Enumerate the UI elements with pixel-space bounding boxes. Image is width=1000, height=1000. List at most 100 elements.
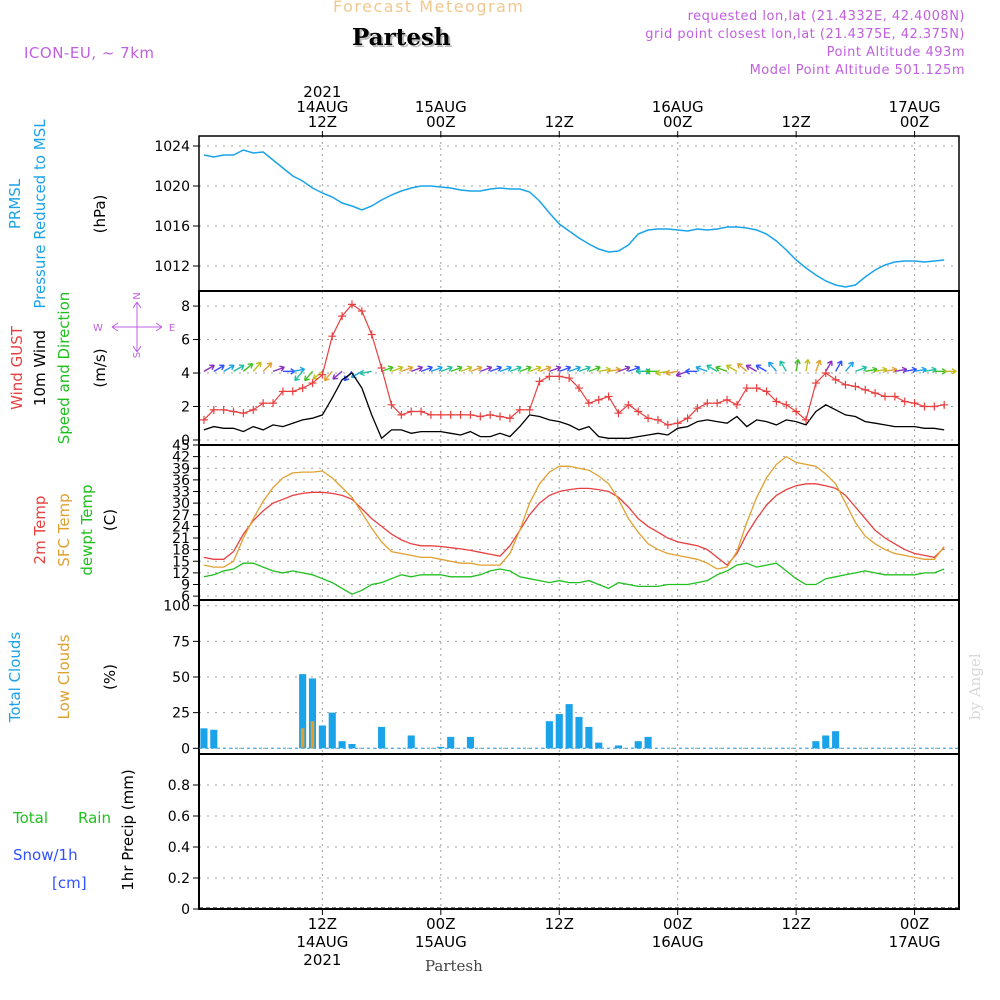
wind-arrow-head [725,365,730,371]
precip-total-label: Total [12,809,48,827]
clouds-unit-label: (%) [101,664,119,690]
total-clouds-bar [545,721,553,749]
wind-direction-arrow [815,359,822,372]
wind-arrow-head [685,368,691,372]
y-tick-label: 42 [172,450,190,466]
wind-gust-marker [772,397,781,406]
wind-gust-marker [357,307,366,316]
wind-direction-arrow [588,365,601,373]
y-tick-label: 0.6 [168,809,190,825]
wind-arrow-head [575,365,581,368]
grid-point-coords: grid point closest lon,lat (21.4375E, 42… [645,27,965,42]
wind-arrow-shaft [655,370,668,375]
wind-arrow-head [497,366,502,372]
wind-speed-line [203,372,945,440]
y-tick-label: 0.4 [168,840,190,856]
compass-rose-icon [111,301,163,353]
time-label-bottom: 15AUG [415,933,467,951]
compass-north-label: N [132,292,143,299]
wind-arrow-head [359,369,365,374]
wind-arrow-shaft [884,368,897,373]
wind-arrow-head [768,361,774,365]
wind-arrow-shaft [805,359,809,372]
wind-gust-marker [644,414,653,423]
wind-direction-arrow [519,365,532,373]
wind-arrow-head [576,366,581,372]
wind-gust-marker [663,420,672,429]
wind-arrow-head [545,365,551,368]
wind-arrow-head [624,365,630,368]
wind-direction-arrow [539,365,552,373]
wind-arrow-shaft [213,364,225,372]
wind-gust-marker [515,405,524,414]
time-label-bottom: 2021 [303,951,341,969]
wind-direction-arrow [529,365,542,373]
wind-gust-marker [535,377,544,386]
wind-direction-arrow [755,364,767,372]
wind-arrow-shaft [598,368,611,373]
wind-arrow-head [882,366,888,370]
wind-gust-marker [861,385,870,394]
wind-gust-marker [387,400,396,409]
wind-arrow-head [872,366,878,370]
precip-snow-unit-label: [cm] [52,874,87,892]
y-tick-label: 45 [172,438,190,454]
wind-arrow-shaft [665,370,678,375]
wind-arrow-shaft [223,364,235,372]
wind-arrow-shaft [381,366,394,373]
wind-direction-arrow [323,370,333,382]
wind-arrow-head [605,366,611,370]
wind-direction-arrow [440,365,453,373]
precip-snow-label: Snow/1h [13,846,78,864]
y-tick-label: 39 [172,461,190,477]
wind-arrow-shaft [529,366,542,373]
wind-arrow-head [211,365,215,371]
wind-gust-marker [742,384,751,393]
time-label-bottom: 14AUG [296,933,348,951]
wind-arrow-head [745,365,750,371]
wind-arrow-head [665,372,671,376]
time-label-bottom: 12Z [545,915,574,933]
total-clouds-bar [822,735,830,749]
wind-gust-marker [811,379,820,388]
wind-arrow-head [676,374,682,378]
wind-gust-marker [732,400,741,409]
wind-gust-marker [308,379,317,388]
time-label-bottom: 12Z [308,915,337,933]
wind-arrow-head [901,366,907,370]
time-label-top: 00Z [663,113,692,131]
time-label-bottom: 00Z [426,915,455,933]
wind-arrow-head [476,365,482,368]
wind-gust-marker [713,399,722,408]
wind-gust-line [203,303,945,426]
wind-direction-arrow [213,364,225,372]
wind-arrow-head [409,366,414,372]
wind-arrow-head [359,372,365,376]
wind-arrow-shaft [292,368,305,373]
wind-arrow-shaft [578,366,591,373]
wind-direction-arrow [381,365,394,373]
wind-arrow-shaft [924,368,937,373]
wind-arrow-shaft [499,366,512,373]
wind-arrow-shaft [242,363,254,372]
wind-direction-arrow [804,359,811,372]
total-clouds-bar [565,704,573,749]
wind-arrow-head [247,362,253,365]
wind-arrow-head [517,366,522,372]
wind-direction-arrow [695,365,708,373]
wind-arrow-shaft [608,368,621,373]
y-tick-label: 25 [172,706,190,722]
time-label-bottom: 00Z [900,915,929,933]
wind-arrow-head [951,368,957,372]
wind-arrow-head [804,359,809,364]
wind-arrow-shaft [628,366,640,373]
wind-arrow-head [596,366,601,372]
y-tick-label: 36 [172,473,190,489]
wind-gust-marker [880,392,889,401]
wind-arrow-shaft [825,360,833,372]
wind-gust-marker [634,407,643,416]
wind-gust-marker [367,330,376,339]
y-tick-label: 6 [181,589,190,605]
dewpoint-line [203,562,945,595]
